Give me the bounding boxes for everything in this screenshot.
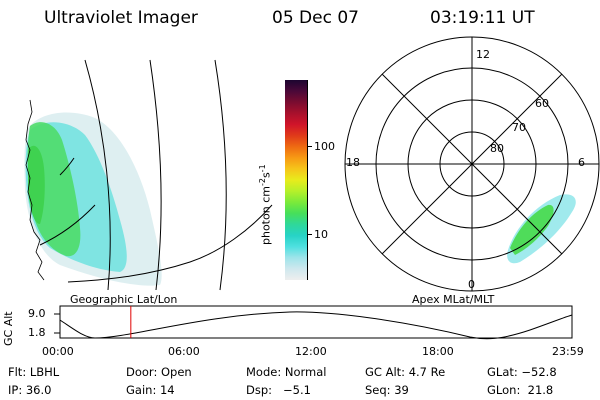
colorbar-tick-100 (307, 146, 312, 147)
geographic-label: Geographic Lat/Lon (70, 293, 178, 306)
info-glat: GLat: −52.8 (487, 365, 557, 379)
polar-emission (507, 194, 576, 264)
colorbar-border (307, 80, 308, 280)
info-gain: Gain: 14 (126, 383, 175, 397)
mlt-label-0: 0 (468, 278, 475, 291)
colorbar (285, 80, 307, 280)
mlat-label-60: 60 (535, 97, 549, 110)
mlt-label-18: 18 (346, 156, 360, 169)
apex-label: Apex MLat/MLT (412, 293, 495, 306)
time-tick-2359: 23:59 (552, 345, 584, 358)
altitude-ytick-label-1.8: 1.8 (28, 326, 46, 339)
info-filter: Flt: LBHL (8, 365, 60, 379)
coastline (25, 99, 45, 281)
altitude-curve (59, 311, 573, 340)
altitude-ytick-label-9: 9.0 (28, 307, 46, 320)
mlat-label-80: 80 (490, 142, 504, 155)
info-dsp: Dsp: −5.1 (246, 383, 311, 397)
geographic-grid (39, 59, 273, 291)
time-tick-0000: 00:00 (42, 345, 74, 358)
info-gc-alt: GC Alt: 4.7 Re (365, 365, 446, 379)
altitude-plot-frame (59, 305, 573, 339)
info-ip: IP: 36.0 (8, 383, 52, 397)
info-door: Door: Open (126, 365, 192, 379)
time-tick-1800: 18:00 (422, 345, 454, 358)
colorbar-tick-10 (307, 234, 312, 235)
colorbar-label-100: 100 (314, 140, 335, 153)
info-glon: GLon: 21.8 (487, 383, 554, 397)
info-mode: Mode: Normal (246, 365, 327, 379)
time-tick-0600: 06:00 (168, 345, 200, 358)
mlt-label-6: 6 (578, 156, 585, 169)
info-seq: Seq: 39 (365, 383, 409, 397)
instrument-title: Ultraviolet Imager (44, 8, 198, 28)
geographic-emission (24, 112, 162, 286)
altitude-ylabel: GC Alt (2, 311, 15, 346)
mlat-label-70: 70 (512, 121, 526, 134)
observation-time: 03:19:11 UT (430, 8, 535, 28)
colorbar-label-10: 10 (314, 228, 328, 241)
time-tick-1200: 12:00 (295, 345, 327, 358)
mlt-label-12: 12 (476, 48, 490, 61)
polar-grid (344, 36, 600, 292)
observation-date: 05 Dec 07 (272, 8, 359, 28)
